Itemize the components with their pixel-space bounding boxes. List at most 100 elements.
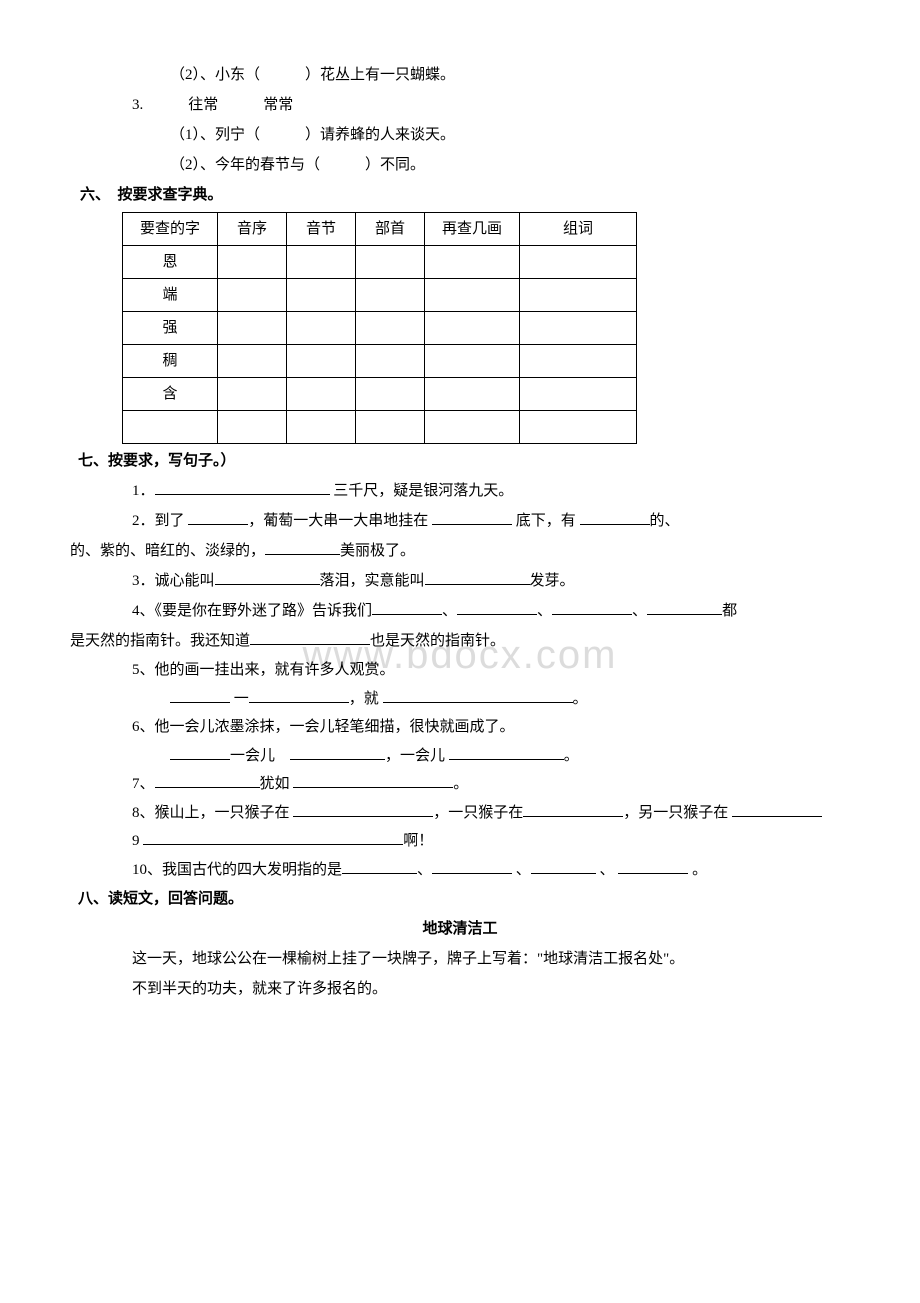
s7-9: 9 啊！ (70, 827, 850, 856)
blank[interactable] (293, 772, 453, 788)
table-cell[interactable] (425, 246, 520, 279)
table-cell[interactable] (356, 246, 425, 279)
blank[interactable] (170, 687, 230, 703)
table-cell[interactable] (425, 411, 520, 444)
table-cell: 恩 (123, 246, 218, 279)
table-cell: 端 (123, 279, 218, 312)
blank[interactable] (250, 629, 370, 645)
blank[interactable] (523, 801, 623, 817)
s7-7: 7、犹如 。 (70, 770, 850, 799)
text: 、 (537, 603, 552, 619)
text: 落泪，实意能叫 (320, 573, 425, 589)
blank[interactable] (265, 539, 340, 555)
text: 、 (512, 862, 531, 878)
text: ，一只猴子在 (433, 805, 523, 821)
blank[interactable] (215, 569, 320, 585)
blank[interactable] (432, 509, 512, 525)
table-cell[interactable] (356, 411, 425, 444)
blank[interactable] (457, 599, 537, 615)
blank[interactable] (293, 801, 433, 817)
table-cell[interactable] (520, 345, 637, 378)
table-header-cell: 音序 (218, 213, 287, 246)
table-cell[interactable] (520, 279, 637, 312)
text: 底下，有 (512, 513, 580, 529)
blank[interactable] (383, 687, 573, 703)
table-cell[interactable] (520, 312, 637, 345)
table-cell[interactable] (218, 411, 287, 444)
table-cell[interactable] (520, 378, 637, 411)
blank[interactable] (170, 744, 230, 760)
table-cell: 含 (123, 378, 218, 411)
s7-1: 1． 三千尺，疑是银河落九天。 (70, 476, 850, 506)
text: 一 (230, 691, 249, 707)
table-cell[interactable] (287, 411, 356, 444)
section-8-head: 八、读短文，回答问题。 (70, 884, 850, 914)
text: 7、 (132, 776, 155, 792)
table-cell[interactable] (425, 312, 520, 345)
s7-2: 2．到了 ，葡萄一大串一大串地挂在 底下，有 的、 (70, 506, 850, 536)
table-cell[interactable] (356, 378, 425, 411)
table-cell[interactable] (425, 279, 520, 312)
table-cell[interactable] (218, 279, 287, 312)
blank[interactable] (432, 858, 512, 874)
blank[interactable] (552, 599, 632, 615)
text: 犹如 (260, 776, 294, 792)
table-cell[interactable] (425, 345, 520, 378)
table-header-cell: 音节 (287, 213, 356, 246)
table-cell[interactable] (520, 246, 637, 279)
text: 。 (564, 748, 579, 764)
table-cell[interactable] (218, 246, 287, 279)
table-cell: 强 (123, 312, 218, 345)
table-cell[interactable] (218, 312, 287, 345)
s7-8: 8、猴山上，一只猴子在 ，一只猴子在，另一只猴子在 (70, 799, 850, 828)
table-cell[interactable] (520, 411, 637, 444)
blank[interactable] (732, 801, 822, 817)
text: 发芽。 (530, 573, 575, 589)
table-cell[interactable] (218, 345, 287, 378)
s7-3: 3．诚心能叫落泪，实意能叫发芽。 (70, 566, 850, 596)
table-cell[interactable] (356, 345, 425, 378)
text: 。 (688, 862, 707, 878)
table-cell[interactable] (356, 279, 425, 312)
blank[interactable] (188, 509, 248, 525)
s7-5-fill: 一，就 。 (70, 685, 850, 714)
table-cell[interactable] (123, 411, 218, 444)
text: 的、紫的、暗红的、淡绿的， (70, 543, 265, 559)
blank[interactable] (618, 858, 688, 874)
text: 是天然的指南针。我还知道 (70, 633, 250, 649)
table-cell[interactable] (287, 312, 356, 345)
blank[interactable] (647, 599, 722, 615)
blank[interactable] (342, 858, 417, 874)
table-header-cell: 部首 (356, 213, 425, 246)
blank[interactable] (143, 829, 403, 845)
blank[interactable] (531, 858, 596, 874)
s7-10: 10、我国古代的四大发明指的是、 、 、 。 (70, 856, 850, 885)
table-header-cell: 要查的字 (123, 213, 218, 246)
blank[interactable] (155, 479, 330, 495)
table-cell[interactable] (287, 345, 356, 378)
table-row (123, 411, 637, 444)
table-cell[interactable] (356, 312, 425, 345)
text: 8、猴山上，一只猴子在 (132, 805, 293, 821)
s7-6: 6、他一会儿浓墨涂抹，一会儿轻笔细描，很快就画成了。 (70, 713, 850, 742)
text: ，葡萄一大串一大串地挂在 (248, 513, 432, 529)
text: ，就 (349, 691, 383, 707)
blank[interactable] (372, 599, 442, 615)
blank[interactable] (425, 569, 530, 585)
s7-2-cont: 的、紫的、暗红的、淡绿的，美丽极了。 (70, 536, 850, 566)
table-cell[interactable] (218, 378, 287, 411)
blank[interactable] (580, 509, 650, 525)
table-cell[interactable] (287, 378, 356, 411)
blank[interactable] (290, 744, 385, 760)
s7-1-suffix: 三千尺，疑是银河落九天。 (330, 483, 514, 499)
table-cell[interactable] (287, 279, 356, 312)
table-row: 端 (123, 279, 637, 312)
q5-3-head: 3. 往常 常常 (70, 90, 850, 120)
s7-1-prefix: 1． (132, 483, 155, 499)
blank[interactable] (449, 744, 564, 760)
blank[interactable] (249, 687, 349, 703)
blank[interactable] (155, 772, 260, 788)
table-cell[interactable] (425, 378, 520, 411)
table-header-cell: 组词 (520, 213, 637, 246)
table-cell[interactable] (287, 246, 356, 279)
